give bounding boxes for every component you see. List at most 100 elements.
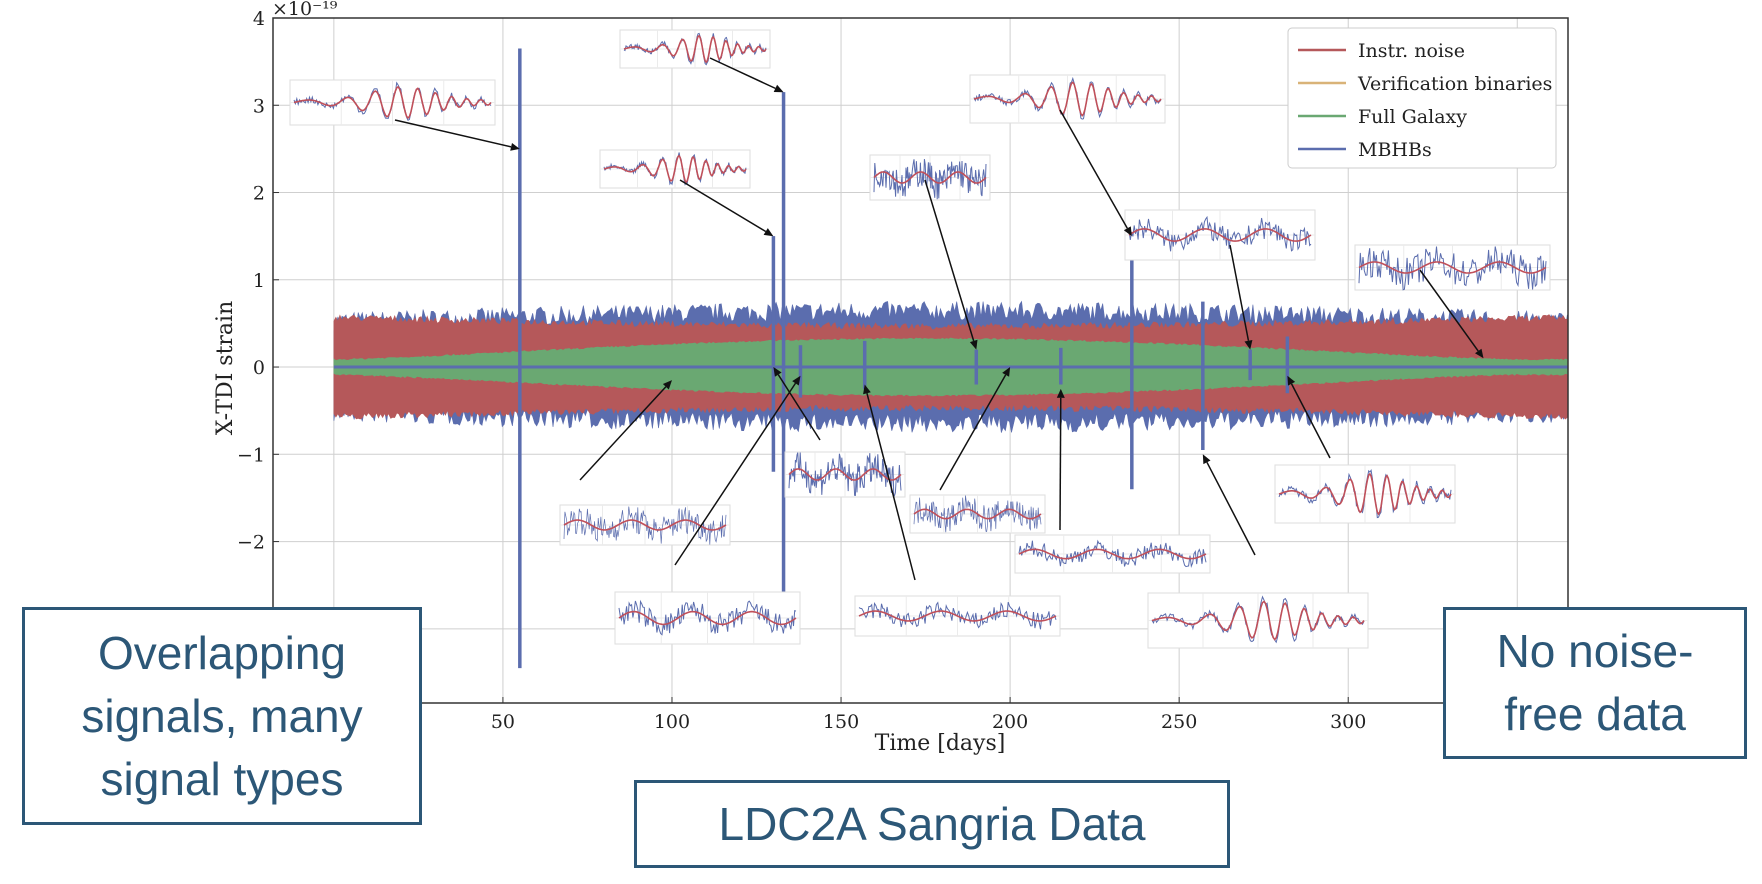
inset-model — [858, 610, 1057, 622]
x-tick-label: 150 — [823, 711, 859, 733]
inset-arrow-14 — [1206, 461, 1256, 556]
inset-merger-133 — [619, 29, 771, 69]
inset-arrowhead-1 — [773, 84, 784, 93]
callout-right-text: No noise- free data — [1496, 625, 1694, 740]
y-axis-label: X-TDI strain — [213, 301, 238, 436]
inset-arrow-8 — [777, 374, 821, 441]
inset-model — [1128, 228, 1312, 242]
inset-merger-257 — [1147, 592, 1369, 649]
inset-model — [623, 34, 767, 64]
inset-noisy-215 — [1014, 534, 1211, 574]
inset-model — [913, 508, 1042, 520]
inset-trace — [563, 506, 727, 545]
chart-arrows — [394, 57, 1484, 581]
inset-arrow-4 — [1059, 109, 1129, 229]
inset-model — [1151, 600, 1365, 641]
inset-model — [603, 154, 747, 184]
inset-noise-340 — [1354, 244, 1551, 291]
legend-label-2: Full Galaxy — [1358, 106, 1467, 128]
y-tick-label: 3 — [253, 95, 265, 117]
y-tick-label: −2 — [237, 532, 265, 554]
inset-arrowhead-10 — [792, 375, 801, 386]
inset-arrow-9 — [939, 374, 1007, 491]
inset-merger-55 — [289, 79, 496, 126]
inset-model — [293, 85, 492, 120]
inset-arrow-0 — [394, 119, 512, 148]
inset-merger-282 — [1274, 464, 1456, 524]
inset-arrow-13 — [1290, 383, 1331, 459]
inset-arrow-5 — [1229, 244, 1250, 341]
mbhb-events — [518, 48, 1290, 669]
inset-arrowhead-6 — [1475, 348, 1484, 359]
inset-model — [973, 81, 1162, 117]
chart-insets — [289, 29, 1551, 649]
x-tick-label: 250 — [1161, 711, 1197, 733]
legend-label-1: Verification binaries — [1357, 73, 1552, 95]
inset-arrowhead-14 — [1202, 454, 1211, 465]
x-tick-label: 50 — [491, 711, 515, 733]
inset-arrow-7 — [579, 386, 667, 481]
callout-no-noise-free: No noise- free data — [1443, 607, 1747, 759]
y-tick-label: 0 — [253, 357, 265, 379]
chart-title: LDC2A Sangria Data — [718, 798, 1146, 850]
x-tick-label: 200 — [992, 711, 1028, 733]
inset-arrowhead-12 — [1056, 388, 1065, 398]
inset-arrowhead-9 — [1002, 367, 1011, 377]
inset-arrowhead-7 — [662, 380, 672, 390]
inset-arrow-12 — [1059, 397, 1062, 531]
y-scale-label: ×10⁻¹⁹ — [272, 0, 338, 20]
inset-model — [873, 171, 987, 184]
inset-trace — [858, 601, 1057, 630]
inset-galaxy-200 — [909, 494, 1046, 534]
chart-ticks: 50 100 150 200 250 300 −2 −1 0 1 2 3 4 — [237, 8, 1366, 733]
inset-arrowhead-13 — [1287, 375, 1296, 386]
inset-galaxy-100 — [559, 504, 731, 546]
y-tick-label: 4 — [253, 8, 265, 30]
inset-arrow-11 — [866, 393, 916, 581]
callout-overlapping-signals: Overlapping signals, many signal types — [22, 607, 422, 825]
callout-left-text: Overlapping signals, many signal types — [81, 626, 363, 805]
inset-arrowhead-5 — [1244, 340, 1253, 350]
plot-frame — [272, 17, 1569, 704]
legend-box — [1287, 27, 1557, 169]
y-tick-label: 2 — [253, 183, 265, 205]
inset-arrow-1 — [709, 57, 776, 90]
inset-noisy-271 — [1124, 209, 1316, 261]
inset-arrowhead-4 — [1123, 226, 1132, 237]
chart-title-box: LDC2A Sangria Data — [634, 780, 1230, 868]
y-tick-label: −1 — [237, 444, 265, 466]
legend-label-3: MBHBs — [1358, 139, 1432, 161]
chart-legend: Instr. noise Verification binaries Full Ga… — [1287, 27, 1557, 169]
inset-model — [788, 468, 902, 481]
inset-merger-130 — [599, 149, 751, 189]
inset-merger-236 — [969, 74, 1166, 124]
inset-model — [618, 610, 797, 626]
x-axis-label: Time [days] — [875, 731, 1006, 756]
inset-model — [563, 519, 727, 531]
inset-trace — [1128, 215, 1312, 252]
inset-arrowhead-11 — [863, 384, 871, 395]
legend-label-0: Instr. noise — [1358, 40, 1465, 62]
y-tick-label: 1 — [253, 270, 265, 292]
inset-trace — [1358, 246, 1547, 291]
inset-arrowhead-3 — [969, 339, 978, 350]
inset-noisy-138 — [614, 591, 801, 645]
inset-arrow-10 — [674, 382, 797, 566]
inset-trace — [913, 495, 1042, 533]
inset-noisy-157 — [854, 595, 1061, 637]
inset-arrowhead-2 — [763, 228, 774, 237]
inset-model — [1278, 472, 1452, 516]
inset-model — [1018, 548, 1207, 560]
chart-axes — [272, 17, 1569, 704]
chart-envelopes — [333, 300, 1568, 433]
x-tick-label: 100 — [654, 711, 690, 733]
x-tick-label: 300 — [1330, 711, 1366, 733]
inset-arrowhead-0 — [510, 143, 520, 151]
inset-model — [1358, 261, 1547, 274]
inset-arrowhead-8 — [773, 367, 782, 377]
inset-noise-190 — [869, 154, 991, 201]
inset-noise-130b — [784, 451, 906, 499]
inset-trace — [788, 452, 902, 499]
inset-arrow-6 — [1419, 269, 1479, 352]
